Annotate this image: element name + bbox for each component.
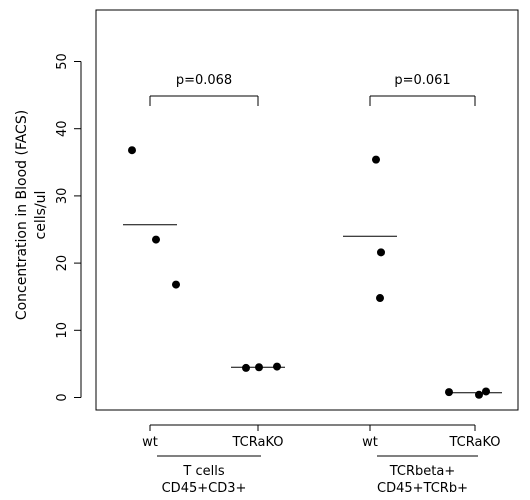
- y-axis: 0 10 20 30 40 50: [55, 53, 82, 402]
- data-point: [128, 146, 136, 155]
- x-axis: wt TCRaKO wt TCRaKO: [142, 424, 501, 450]
- y-tick-label: 10: [55, 322, 70, 339]
- y-tick-label: 40: [55, 120, 70, 137]
- y-tick-label: 20: [55, 255, 70, 272]
- x-tick-label: TCRaKO: [231, 435, 283, 450]
- data-marks: [123, 146, 502, 399]
- y-axis-unit-label: cells/ul: [33, 191, 49, 240]
- data-point: [482, 387, 490, 396]
- p-value-label: p=0.068: [176, 73, 232, 88]
- significance-brackets: p=0.068 p=0.061: [149, 73, 476, 106]
- plot-frame: [95, 9, 519, 411]
- x-tick-label: wt: [362, 435, 378, 450]
- p-value-label: p=0.061: [394, 73, 450, 88]
- x-tick-label: wt: [142, 435, 158, 450]
- x-tick-label: TCRaKO: [448, 435, 500, 450]
- y-axis-label: Concentration in Blood (FACS): [14, 110, 30, 320]
- group-label-line1: T cells: [182, 464, 224, 479]
- group-label-line1: TCRbeta+: [389, 464, 456, 479]
- data-point: [372, 155, 380, 164]
- y-tick-label: 30: [55, 188, 70, 205]
- group-label-line2: CD45+TCRb+: [377, 481, 468, 496]
- data-point: [377, 248, 385, 257]
- data-point: [172, 280, 180, 289]
- group-label-line2: CD45+CD3+: [162, 481, 247, 496]
- data-point: [255, 363, 263, 372]
- data-point: [445, 388, 453, 397]
- y-tick-label: 50: [55, 53, 70, 70]
- group-labels: T cells CD45+CD3+ TCRbeta+ CD45+TCRb+: [157, 455, 478, 496]
- data-point: [475, 390, 483, 399]
- data-point: [242, 363, 250, 372]
- y-tick-label: 0: [55, 393, 70, 401]
- data-point: [152, 235, 160, 244]
- data-point: [273, 362, 281, 371]
- data-point: [376, 294, 384, 303]
